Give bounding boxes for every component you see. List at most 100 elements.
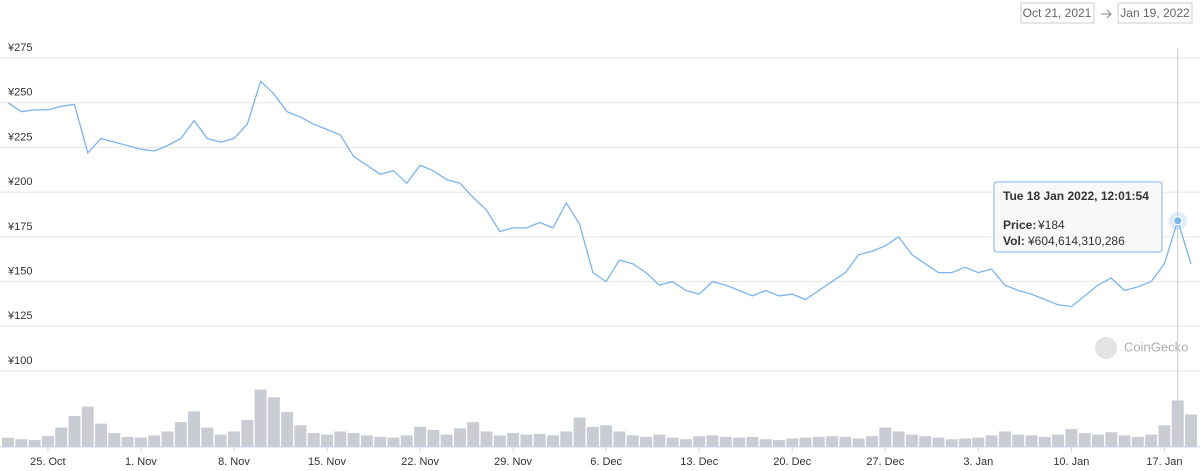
volume-bar — [733, 437, 746, 447]
x-tick-label: 1. Nov — [125, 456, 157, 468]
volume-bar — [706, 435, 719, 447]
volume-bar — [719, 436, 732, 447]
volume-bar — [174, 422, 187, 447]
volume-bar — [2, 437, 14, 447]
volume-bar — [68, 415, 81, 447]
volume-bar — [307, 433, 320, 447]
volume-bar — [321, 434, 333, 447]
volume-bar — [15, 439, 28, 447]
volume-bar — [892, 431, 905, 447]
price-line — [7, 80, 1192, 308]
volume-bar — [1145, 434, 1158, 447]
volume-bar — [1091, 434, 1104, 447]
volume-bar — [294, 425, 307, 447]
volume-bar — [214, 434, 227, 447]
tooltip-vol-label: Vol: — [1003, 234, 1025, 248]
volume-bar — [161, 431, 174, 447]
volume-bar — [786, 438, 799, 447]
x-tick-label: 27. Dec — [866, 456, 904, 468]
volume-bar — [1118, 435, 1131, 447]
volume-bar — [905, 434, 918, 447]
volume-bar — [533, 433, 546, 447]
volume-bar — [427, 429, 440, 447]
volume-bar — [493, 435, 506, 447]
volume-bar — [600, 425, 613, 447]
volume-bar — [573, 417, 586, 447]
volume-bar — [520, 434, 533, 447]
x-tick-label: 6. Dec — [590, 456, 622, 468]
x-tick-label: 3. Jan — [963, 456, 993, 468]
volume-bar — [134, 437, 147, 447]
volume-bar — [1105, 432, 1118, 447]
volume-bar — [121, 436, 134, 447]
volume-bar — [188, 411, 201, 447]
volume-bar — [1052, 434, 1065, 447]
date-to: Jan 19, 2022 — [1120, 6, 1190, 20]
volume-bar — [1012, 434, 1025, 447]
y-tick-label: ¥200 — [7, 176, 32, 188]
volume-bar — [267, 397, 280, 447]
tooltip — [993, 181, 1163, 253]
volume-bar — [812, 436, 825, 447]
volume-bar — [507, 433, 520, 447]
volume-bar — [360, 435, 373, 447]
volume-bar — [440, 434, 453, 447]
volume-bar — [1131, 436, 1144, 447]
volume-bar — [148, 435, 161, 447]
volume-bar — [81, 406, 94, 447]
volume-bar — [772, 440, 785, 447]
volume-bar — [1065, 429, 1078, 447]
volume-bar — [959, 438, 972, 447]
date-from-input[interactable] — [1020, 2, 1095, 24]
hover-point — [1173, 216, 1183, 226]
volume-bar — [852, 438, 865, 447]
tooltip-price: ¥184 — [1037, 218, 1065, 232]
watermark-text: CoinGecko — [1124, 339, 1188, 354]
x-tick-label: 29. Nov — [494, 456, 532, 468]
volume-bar — [1158, 425, 1171, 447]
volume-bar — [666, 437, 679, 447]
volume-bar — [626, 435, 639, 447]
date-to-input[interactable] — [1117, 2, 1193, 24]
y-tick-label: ¥100 — [7, 355, 32, 367]
tooltip-title: Tue 18 Jan 2022, 12:01:54 — [1003, 189, 1149, 203]
volume-bar — [334, 431, 347, 447]
x-tick-label: 20. Dec — [773, 456, 811, 468]
volume-bar — [1038, 436, 1051, 447]
y-tick-label: ¥150 — [7, 265, 32, 277]
volume-bar — [640, 436, 653, 447]
volume-bar — [41, 436, 54, 447]
y-tick-label: ¥225 — [7, 131, 32, 143]
volume-bar — [1025, 435, 1038, 447]
volume-bar — [95, 423, 108, 447]
watermark: CoinGecko — [1095, 337, 1188, 359]
volume-bar — [613, 431, 626, 447]
volume-bar — [227, 431, 240, 447]
volume-bar — [799, 437, 812, 447]
volume-bar — [1078, 433, 1091, 447]
volume-bar — [414, 426, 427, 447]
volume-bar — [866, 436, 878, 447]
plot: ¥100 ¥125 ¥150 ¥175 ¥200 ¥225 ¥250 ¥275 25. Oct 1… — [0, 42, 1200, 468]
volume-bar — [985, 435, 998, 447]
volume-bar — [467, 422, 480, 447]
volume-bar — [28, 440, 41, 447]
volume-bar — [998, 431, 1011, 447]
volume-bar — [241, 419, 254, 447]
volume-bar — [560, 431, 573, 447]
volume-bar — [839, 436, 852, 447]
tooltip-price-label: Price: — [1003, 218, 1036, 232]
volume-bar — [759, 439, 772, 447]
x-tick-label: 8. Nov — [218, 456, 250, 468]
volume-bar — [679, 439, 692, 447]
volume-bar — [400, 435, 413, 447]
x-tick-label: 13. Dec — [680, 456, 718, 468]
volume-bar — [826, 436, 839, 447]
volume-bar — [919, 436, 932, 447]
volume-bar — [201, 427, 214, 447]
volume-bar — [453, 428, 466, 447]
tooltip-vol: ¥604,614,310,286 — [1027, 234, 1125, 248]
date-from: Oct 21, 2021 — [1023, 6, 1092, 20]
volume-bar — [281, 412, 294, 447]
y-tick-label: ¥175 — [7, 221, 32, 233]
